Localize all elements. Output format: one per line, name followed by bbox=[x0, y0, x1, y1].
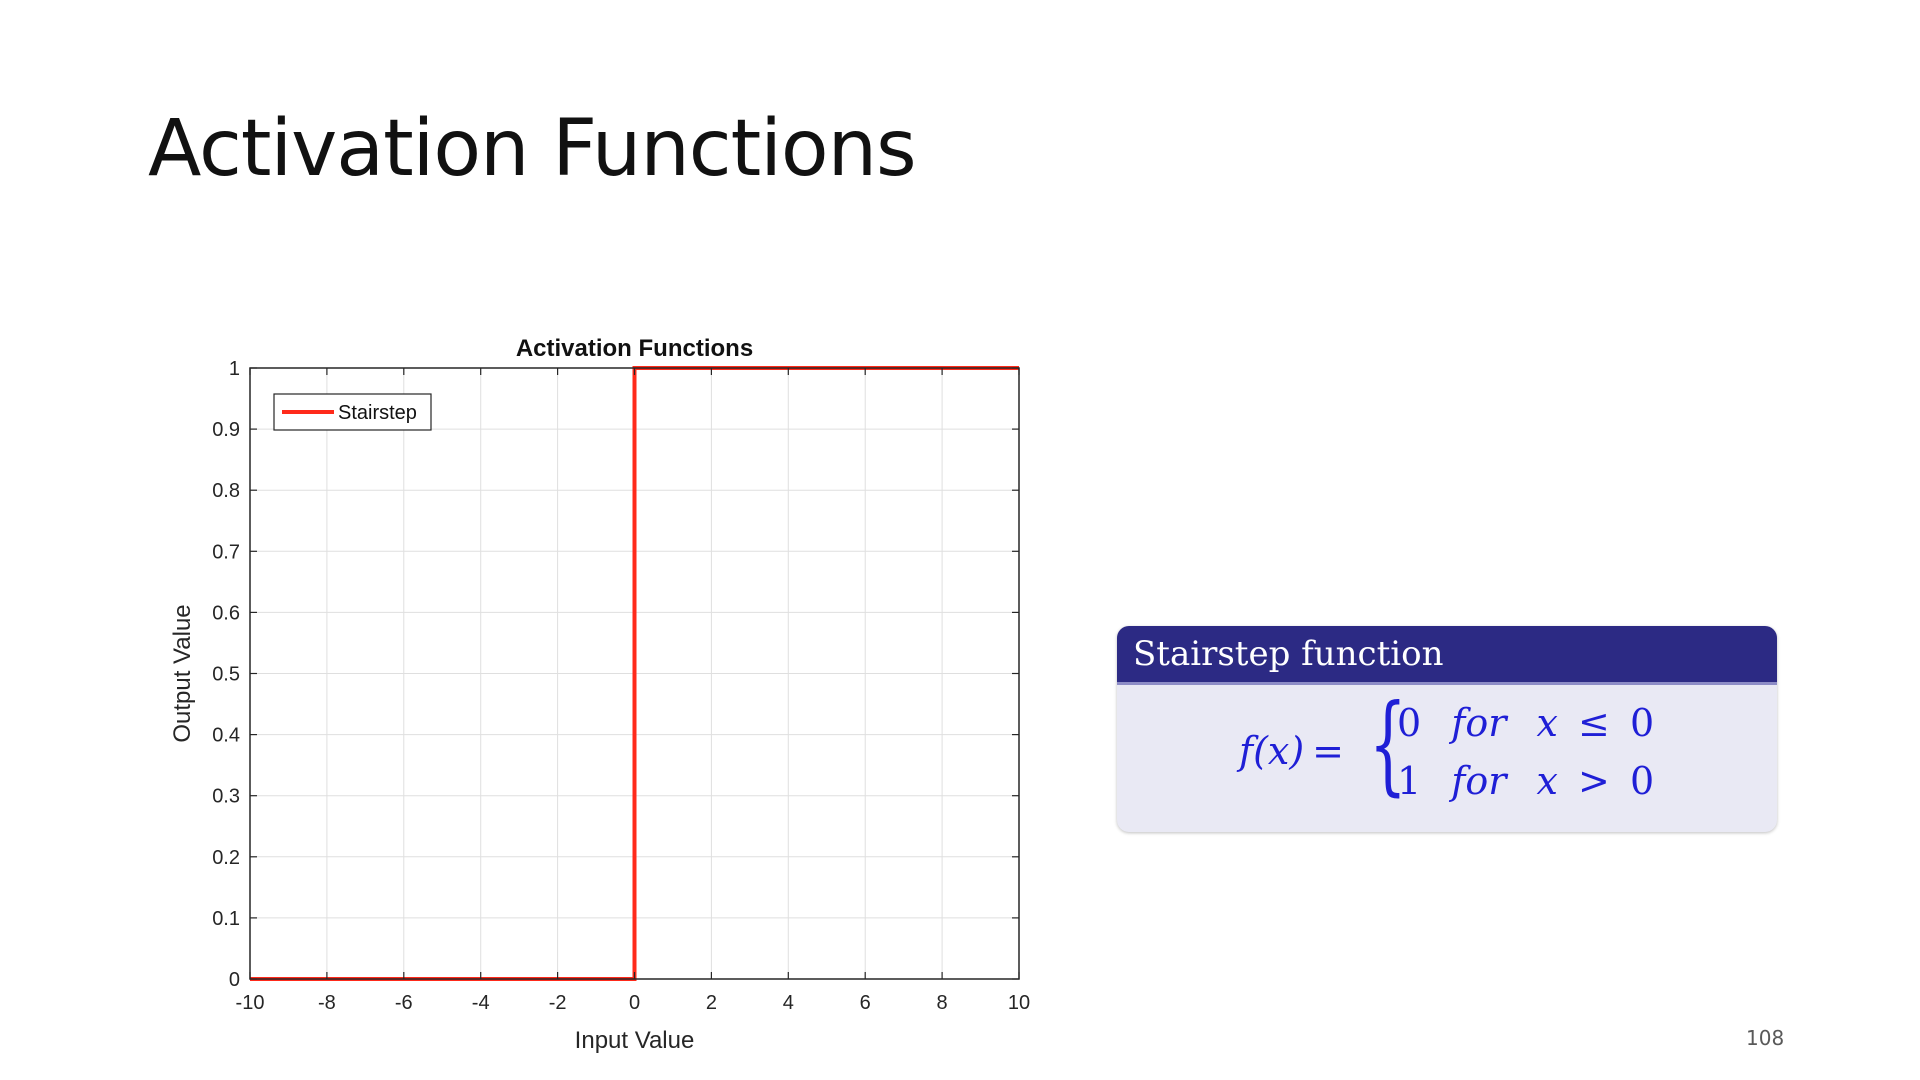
case-keyword: for bbox=[1451, 701, 1507, 745]
case-row: 0 for x ≤ 0 bbox=[1397, 701, 1654, 745]
function-lhs: f(x) = bbox=[1239, 729, 1344, 773]
x-axis-label: Input Value bbox=[575, 1027, 695, 1054]
case-variable: x bbox=[1536, 701, 1558, 745]
y-axis-label: Output Value bbox=[169, 604, 196, 742]
y-tick-label: 0.8 bbox=[212, 480, 240, 502]
case-row: 1 for x > 0 bbox=[1397, 759, 1654, 803]
y-tick-label: 0.1 bbox=[212, 908, 240, 930]
case-operator: ≤ bbox=[1578, 701, 1610, 745]
chart-title: Activation Functions bbox=[516, 335, 753, 362]
chart-legend: Stairstep bbox=[273, 393, 432, 431]
x-tick-label: -8 bbox=[318, 992, 336, 1014]
equals-sign: = bbox=[1312, 729, 1344, 773]
y-tick-label: 0.3 bbox=[212, 786, 240, 808]
case-value: 0 bbox=[1397, 701, 1422, 745]
case-value: 1 bbox=[1397, 759, 1422, 803]
x-tick-label: -4 bbox=[472, 992, 490, 1014]
function-box-body: f(x) = { 0 for x ≤ 0 1 for x > 0 bbox=[1117, 685, 1777, 832]
y-tick-label: 1 bbox=[229, 358, 240, 380]
x-tick-label: -6 bbox=[395, 992, 413, 1014]
y-tick-label: 0.9 bbox=[212, 419, 240, 441]
y-tick-label: 0 bbox=[229, 969, 240, 991]
case-bound: 0 bbox=[1629, 701, 1655, 745]
function-box-header: Stairstep function bbox=[1117, 626, 1777, 685]
case-keyword: for bbox=[1451, 759, 1507, 803]
y-tick-label: 0.2 bbox=[212, 847, 240, 869]
case-bound: 0 bbox=[1629, 759, 1655, 803]
stairstep-function-box: Stairstep function f(x) = { 0 for x ≤ 0 1… bbox=[1117, 626, 1777, 832]
x-tick-label: 8 bbox=[937, 992, 948, 1014]
y-tick-label: 0.5 bbox=[212, 664, 240, 686]
y-tick-label: 0.7 bbox=[212, 541, 240, 563]
y-tick-label: 0.6 bbox=[212, 602, 240, 624]
x-tick-label: 10 bbox=[1008, 992, 1030, 1014]
x-tick-label: 0 bbox=[629, 992, 640, 1014]
x-tick-label: 6 bbox=[860, 992, 871, 1014]
legend-label: Stairstep bbox=[338, 402, 417, 424]
x-tick-label: -10 bbox=[236, 992, 265, 1014]
x-tick-label: 4 bbox=[783, 992, 794, 1014]
x-tick-label: 2 bbox=[706, 992, 717, 1014]
case-operator: > bbox=[1578, 759, 1610, 803]
function-name: f(x) bbox=[1239, 729, 1305, 773]
chart-ticks: -10 -8 -6 -4 -2 0 2 4 6 8 10 0 0.1 0.2 0.3 0.4 0.5 0.6 0.7… bbox=[212, 358, 1030, 1014]
cases-brace: { bbox=[1369, 682, 1407, 807]
x-tick-label: -2 bbox=[549, 992, 567, 1014]
y-tick-label: 0.4 bbox=[212, 725, 240, 747]
page-number: 108 bbox=[1746, 1026, 1785, 1050]
case-variable: x bbox=[1536, 759, 1558, 803]
slide-title: Activation Functions bbox=[148, 104, 917, 194]
